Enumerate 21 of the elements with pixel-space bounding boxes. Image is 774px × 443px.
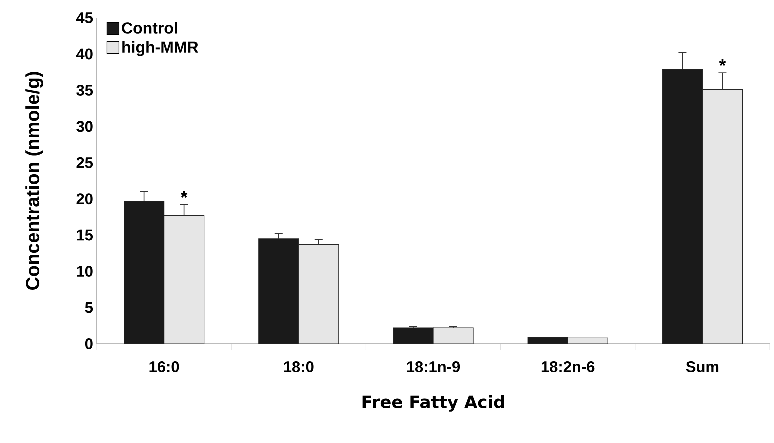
legend-label: high-MMR bbox=[122, 41, 198, 56]
y-tick-label: 35 bbox=[76, 84, 94, 96]
y-tick-label: 45 bbox=[76, 12, 94, 24]
x-tick-label: Sum bbox=[686, 362, 719, 372]
y-tick-label: 0 bbox=[85, 338, 93, 350]
annotation: * bbox=[719, 59, 726, 66]
x-tick-label: 18:1n-9 bbox=[407, 362, 460, 372]
y-tick-label: 20 bbox=[76, 194, 93, 205]
legend-label: Control bbox=[122, 22, 178, 34]
annotation: * bbox=[180, 191, 188, 198]
y-tick-label: 5 bbox=[85, 302, 94, 314]
y-tick-label: 25 bbox=[76, 157, 94, 168]
y-tick-label: 15 bbox=[77, 230, 94, 241]
x-tick-label: 18:2n-6 bbox=[542, 362, 595, 372]
x-axis-title: Free Fatty Acid bbox=[362, 395, 504, 412]
y-tick-label: 40 bbox=[76, 48, 93, 60]
x-tick-label: 16:0 bbox=[150, 362, 180, 372]
x-tick-label: 18:0 bbox=[284, 362, 314, 372]
y-axis-title: Concentration (nmole/g) bbox=[26, 72, 44, 290]
y-tick-label: 10 bbox=[77, 266, 93, 278]
y-tick-label: 30 bbox=[76, 121, 93, 132]
